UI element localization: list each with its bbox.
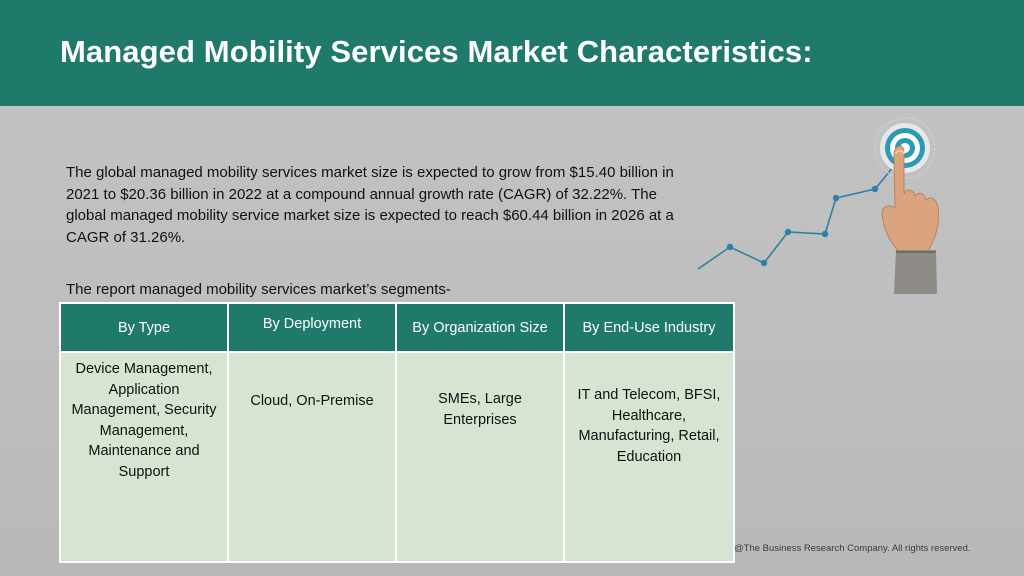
header-by-deployment: By Deployment (227, 302, 397, 353)
table-header-row: By Type By Deployment By Organization Si… (59, 302, 735, 353)
growth-point (760, 259, 768, 267)
growth-point (726, 243, 734, 251)
header-bar: Managed Mobility Services Market Charact… (0, 0, 1024, 106)
intro-paragraph: The global managed mobility services mar… (66, 164, 674, 246)
growth-point (784, 228, 792, 236)
header-by-type: By Type (59, 302, 229, 353)
header-by-organization-size: By Organization Size (395, 302, 565, 353)
hand-icon (881, 145, 939, 294)
growth-point (821, 230, 829, 238)
hand-touching-target-growth-icon (697, 117, 939, 294)
segments-table: By Type By Deployment By Organization Si… (59, 302, 735, 563)
growth-point (871, 185, 879, 193)
cell-type-values: Device Management, Application Managemen… (59, 351, 229, 563)
target-icon (874, 117, 936, 179)
page-title: Managed Mobility Services Market Charact… (60, 34, 813, 69)
cell-deployment-values: Cloud, On-Premise (227, 351, 397, 563)
table-row: Device Management, Application Managemen… (59, 351, 735, 563)
cell-end-use-industry-values: IT and Telecom, BFSI, Healthcare, Manufa… (563, 351, 735, 563)
cell-organization-size-values: SMEs, Large Enterprises (395, 351, 565, 563)
copyright-footer: @The Business Research Company. All righ… (734, 543, 971, 554)
segments-label: The report managed mobility services mar… (66, 281, 451, 298)
growth-point (832, 194, 840, 202)
header-by-end-use-industry: By End-Use Industry (563, 302, 735, 353)
growth-line (697, 153, 905, 270)
